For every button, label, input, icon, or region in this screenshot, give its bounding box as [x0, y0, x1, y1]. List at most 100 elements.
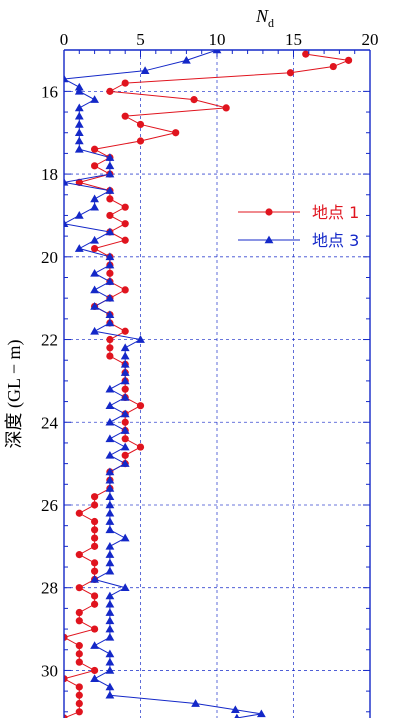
- series-2-point: [105, 252, 115, 261]
- series-1-point: [106, 211, 114, 220]
- series-1-point: [286, 69, 295, 77]
- series-1-point: [222, 104, 230, 112]
- series-1-point: [106, 335, 114, 344]
- x-axis-title: Nd: [255, 6, 274, 30]
- series-2-point: [105, 492, 115, 501]
- series-2-point: [120, 393, 130, 401]
- series-2-point: [105, 169, 115, 178]
- series-2-point: [105, 384, 115, 393]
- y-tick-label: 22: [41, 331, 58, 350]
- series-2-point: [74, 86, 84, 95]
- series-1-point: [75, 691, 83, 699]
- series-1-point: [75, 178, 83, 186]
- series-2-point: [105, 508, 115, 517]
- series-2-point: [120, 376, 130, 385]
- y-tick-label: 30: [41, 661, 58, 680]
- series-2-point: [105, 186, 115, 194]
- series-2-point: [90, 194, 99, 203]
- series-2-point: [256, 709, 266, 718]
- series-2-point: [120, 442, 130, 451]
- y-tick-label: 28: [41, 579, 58, 598]
- series-2-point: [230, 705, 240, 714]
- grid-lines: [64, 50, 370, 718]
- x-tick-label: 20: [362, 30, 379, 49]
- series-1-point: [91, 567, 99, 575]
- series-2-point: [90, 95, 99, 103]
- series-2-point: [105, 657, 115, 666]
- series-2-point: [105, 599, 115, 608]
- series-2-point: [74, 144, 84, 153]
- axes: 0 5 10 15 20 16 18 20 22 24 26 28 30 Nd 深度 (GL − m): [4, 6, 379, 718]
- series-1-point: [91, 542, 99, 550]
- legend-series-2-label: 地点 3: [312, 231, 359, 250]
- series-1-point: [75, 699, 83, 708]
- series-1-point: [121, 203, 129, 211]
- series-2-point: [105, 318, 115, 327]
- series-1-point: [121, 79, 129, 87]
- series-2-point: [105, 649, 115, 658]
- series-2-point: [105, 417, 115, 426]
- series-2-point: [90, 235, 99, 244]
- series-1-point: [75, 608, 83, 617]
- plot-area: [64, 50, 353, 718]
- x-tick-label: 15: [285, 30, 302, 49]
- series-2-point: [105, 500, 115, 509]
- series-1-point: [64, 714, 68, 718]
- series-2-point: [120, 368, 130, 376]
- series-2-point: [105, 450, 115, 459]
- series-1-point: [121, 220, 129, 228]
- series-2-point: [105, 161, 115, 170]
- series-1-point: [302, 50, 310, 58]
- series-1-point: [64, 675, 68, 683]
- series-2-point: [105, 517, 115, 525]
- series-2-point: [74, 128, 84, 137]
- series-1-point: [121, 327, 129, 335]
- series-1-point: [121, 112, 129, 120]
- series-1-point: [136, 443, 145, 451]
- series-2-point: [64, 219, 69, 228]
- series-2-point: [234, 713, 240, 718]
- series-1-point: [75, 551, 83, 559]
- series-1-point: [75, 683, 83, 691]
- series-2-point: [74, 244, 84, 252]
- series-2-point: [105, 310, 115, 319]
- series-2-point: [140, 66, 150, 74]
- series-2-point: [90, 326, 99, 335]
- series-2-point: [105, 690, 115, 699]
- series-2-point: [74, 82, 84, 91]
- series-2-point: [105, 525, 115, 534]
- series-1-point: [136, 137, 145, 145]
- series-1-point: [91, 534, 99, 542]
- y-axis-title: 深度 (GL − m): [4, 340, 25, 449]
- series-2-point: [105, 666, 115, 674]
- series-1-point: [172, 129, 180, 137]
- series-2-point: [120, 343, 130, 352]
- y-tick-label: 18: [41, 165, 58, 184]
- y-tick-label: 24: [41, 413, 59, 432]
- series-1-point: [190, 96, 198, 104]
- series-1-point: [91, 592, 99, 600]
- series-2-point: [105, 566, 115, 575]
- series-1-point: [75, 584, 83, 592]
- legend: 地点 1 地点 3: [238, 203, 359, 250]
- series-2-point: [74, 211, 84, 219]
- series-1-point: [75, 708, 83, 716]
- series-2-point: [120, 359, 130, 368]
- series-2-point: [105, 401, 115, 410]
- series-1-point: [344, 56, 353, 64]
- legend-series-2-marker: [264, 235, 274, 244]
- series-2-point: [105, 541, 115, 550]
- series-2-point: [90, 202, 99, 211]
- series-2-point: [182, 55, 191, 64]
- series-1-point: [106, 352, 114, 360]
- series-2-point: [120, 533, 130, 542]
- series-2-point: [90, 268, 99, 277]
- y-tick-label: 20: [41, 248, 58, 267]
- series-2-point: [120, 351, 130, 360]
- series-1-point: [136, 120, 145, 129]
- series-2-point: [105, 591, 115, 600]
- series-2-point: [90, 575, 99, 583]
- series-2-point: [105, 293, 115, 302]
- series-2-point: [105, 277, 115, 285]
